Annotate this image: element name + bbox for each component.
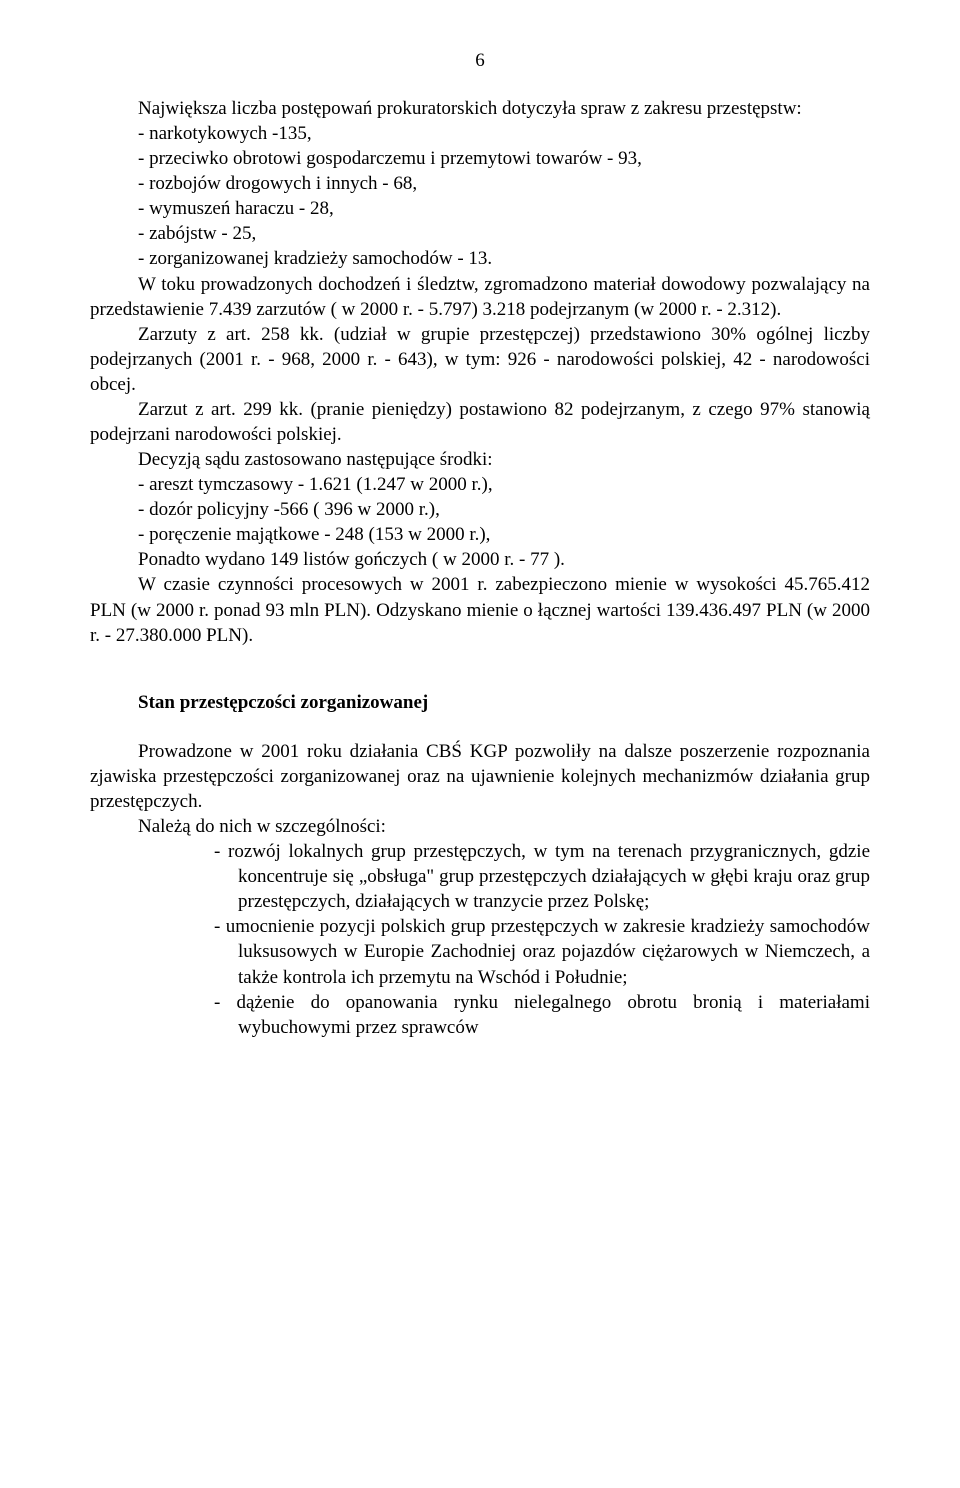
paragraph: Decyzją sądu zastosowano następujące śro…	[90, 447, 870, 472]
list-item: - zorganizowanej kradzieży samochodów - …	[90, 246, 870, 271]
list-item: - poręczenie majątkowe - 248 (153 w 2000…	[90, 522, 870, 547]
paragraph: Największa liczba postępowań prokurators…	[90, 96, 870, 121]
paragraph: Zarzut z art. 299 kk. (pranie pieniędzy)…	[90, 397, 870, 447]
list-item: - dążenie do opanowania rynku nielegalne…	[90, 990, 870, 1040]
paragraph: Prowadzone w 2001 roku działania CBŚ KGP…	[90, 739, 870, 814]
page-number: 6	[90, 50, 870, 72]
list-item: - rozwój lokalnych grup przestępczych, w…	[90, 839, 870, 914]
spacer	[90, 648, 870, 690]
list-item: - narkotykowych -135,	[90, 121, 870, 146]
list-item: - rozbojów drogowych i innych - 68,	[90, 171, 870, 196]
list-item: - wymuszeń haraczu - 28,	[90, 196, 870, 221]
document-page: 6 Największa liczba postępowań prokurato…	[0, 0, 960, 1090]
list-item: - dozór policyjny -566 ( 396 w 2000 r.),	[90, 497, 870, 522]
paragraph: Należą do nich w szczególności:	[90, 814, 870, 839]
paragraph: W czasie czynności procesowych w 2001 r.…	[90, 572, 870, 647]
spacer	[90, 715, 870, 739]
list-item: - areszt tymczasowy - 1.621 (1.247 w 200…	[90, 472, 870, 497]
list-item: - zabójstw - 25,	[90, 221, 870, 246]
list-item: - umocnienie pozycji polskich grup przes…	[90, 914, 870, 989]
paragraph: Ponadto wydano 149 listów gończych ( w 2…	[90, 547, 870, 572]
list-item: - przeciwko obrotowi gospodarczemu i prz…	[90, 146, 870, 171]
paragraph: W toku prowadzonych dochodzeń i śledztw,…	[90, 272, 870, 322]
section-heading: Stan przestępczości zorganizowanej	[90, 690, 870, 715]
paragraph: Zarzuty z art. 258 kk. (udział w grupie …	[90, 322, 870, 397]
